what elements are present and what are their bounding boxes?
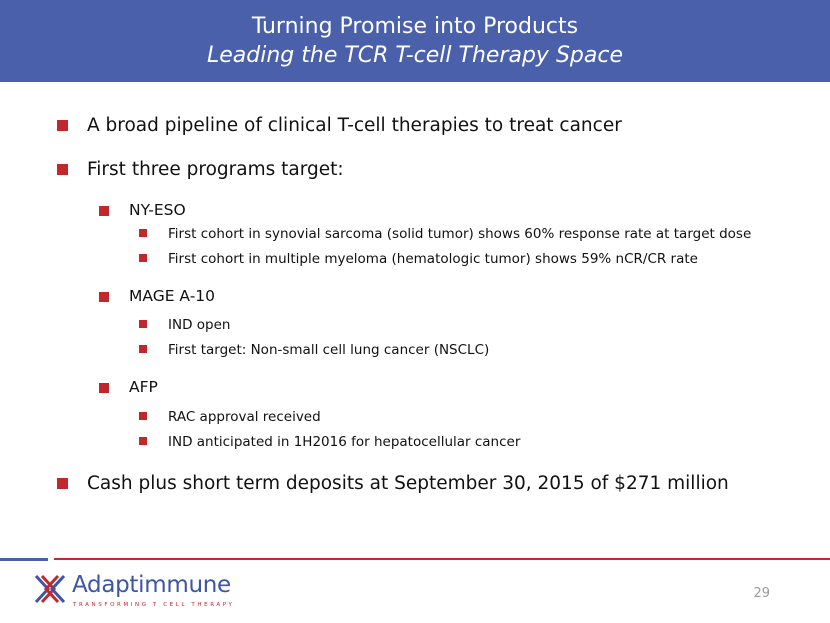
bullet-square-icon [99,206,109,216]
bullet-pipeline: A broad pipeline of clinical T-cell ther… [87,115,622,136]
mage-ind-open: IND open [168,317,231,333]
bullet-square-icon [139,320,147,328]
program-nyeso: NY-ESO [129,201,186,219]
bullet-square-icon [57,164,68,175]
slide-title: Turning Promise into Products [251,14,579,39]
slide-subtitle: Leading the TCR T-cell Therapy Space [207,43,623,68]
footer-divider-blue [0,558,48,561]
bullet-square-icon [139,412,147,420]
nyeso-multiple-myeloma: First cohort in multiple myeloma (hemato… [168,251,698,267]
nyeso-synovial-sarcoma: First cohort in synovial sarcoma (solid … [168,226,752,242]
bullet-three-programs: First three programs target: [87,159,344,180]
bullet-square-icon [99,292,109,302]
page-number: 29 [753,586,770,601]
bullet-cash: Cash plus short term deposits at Septemb… [87,473,729,494]
afp-rac-approval: RAC approval received [168,409,321,425]
bullet-square-icon [99,383,109,393]
bullet-square-icon [139,345,147,353]
mage-nsclc: First target: Non-small cell lung cancer… [168,342,490,358]
bullet-square-icon [57,120,68,131]
afp-ind-anticipated: IND anticipated in 1H2016 for hepatocell… [168,434,521,450]
bullet-square-icon [57,478,68,489]
footer-divider-red [54,558,830,560]
title-banner: Turning Promise into Products Leading th… [0,0,830,82]
logo-mark-icon [34,574,66,604]
logo-wordmark: Adaptimmune [72,572,231,598]
adaptimmune-logo: Adaptimmune TRANSFORMING T CELL THERAPY [30,570,232,614]
bullet-square-icon [139,254,147,262]
bullet-square-icon [139,437,147,445]
logo-tagline: TRANSFORMING T CELL THERAPY [73,602,235,608]
program-afp: AFP [129,378,158,396]
bullet-square-icon [139,229,147,237]
program-mage-a10: MAGE A-10 [129,287,216,305]
